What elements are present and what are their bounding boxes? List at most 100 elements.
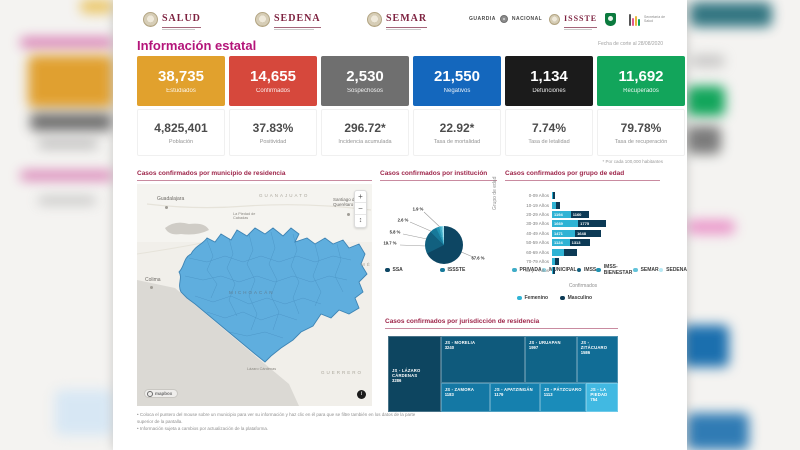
- age-legend-item-masculino: Masculino: [560, 295, 592, 301]
- secondary-stat-value: 296.72*: [344, 121, 385, 135]
- backdrop-blob: [55, 390, 113, 435]
- zoom-out-button[interactable]: −: [355, 203, 366, 215]
- treemap-top-row: JS - MORELIA3240JS - URUAPAN1997JS - ZIT…: [441, 336, 618, 383]
- map-info-button[interactable]: i: [357, 390, 366, 399]
- secondary-stat-value: 4,825,401: [154, 121, 207, 135]
- secondary-stats-row: 4,825,401Población37.83%Positividad296.7…: [137, 109, 685, 156]
- cutoff-date-note: Fecha de corte al 28/08/2020: [598, 41, 663, 47]
- age-category-label: 30-39 Años: [505, 221, 552, 226]
- zoom-in-button[interactable]: +: [355, 191, 366, 203]
- pie-slice-label: 67.6 %: [471, 256, 484, 261]
- secondary-stat-card: 79.78%Tasa de recuperación: [597, 109, 685, 156]
- kpi-value: 1,134: [530, 68, 568, 85]
- secondary-stat-label: Incidencia acumulada: [338, 139, 391, 145]
- age-category-label: 0-09 Años: [505, 193, 552, 198]
- age-bar-masculino[interactable]: 1775: [578, 220, 606, 227]
- sedena-logo-text: SEDENA: [274, 13, 321, 24]
- age-bar-masculino[interactable]: [553, 267, 555, 274]
- guardia-text: GUARDIA: [469, 16, 496, 22]
- treemap-tile-name: JS - ZITÁCUARO: [581, 340, 615, 350]
- backdrop-blob: [687, 86, 725, 116]
- age-section-title: Casos confirmados por grupo de edad: [505, 170, 660, 181]
- age-category-label: 40-49 Años: [505, 231, 552, 236]
- age-bar-value: 1648: [575, 231, 586, 236]
- legend-label: SSA: [393, 267, 403, 273]
- age-legend-item-femenino: Femenino: [517, 295, 548, 301]
- semar-logo: SEMAR: [367, 4, 427, 34]
- age-bar-masculino[interactable]: 1313: [570, 239, 591, 246]
- backdrop-blob: [683, 325, 729, 367]
- municipality-map[interactable]: GuadalajaraGUANAJUATOSantiago de Queréta…: [137, 184, 372, 406]
- age-row: 70-79 Años: [505, 257, 683, 266]
- kpi-label: Recuperados: [623, 88, 659, 94]
- age-category-label: 70-79 Años: [505, 259, 552, 264]
- map-label-la-piedad-de-cabadas: La Piedad de Cabadas: [233, 212, 263, 221]
- legend-item-issste: ISSSTE: [440, 264, 512, 276]
- pie-slice-label: 2.6 %: [398, 218, 409, 223]
- kpi-value: 2,530: [346, 68, 384, 85]
- semar-logo-text: SEMAR: [386, 13, 427, 24]
- age-bar-value: 1160: [571, 212, 582, 217]
- imss-logo: [605, 4, 616, 34]
- backdrop-blob: [80, 0, 113, 13]
- secondary-stat-label: Positividad: [260, 139, 287, 145]
- kpi-card: 38,735Estudiados: [137, 56, 225, 106]
- nacional-text: NACIONAL: [512, 16, 542, 22]
- imss-shield-icon: [605, 13, 616, 26]
- age-row: 80 y + Años: [505, 266, 683, 275]
- secondary-stat-value: 22.92*: [440, 121, 475, 135]
- legend-label: ISSSTE: [448, 267, 466, 273]
- age-bar-masculino[interactable]: [555, 258, 559, 265]
- treemap-tile-name: JS - LÁZARO CÁRDENAS: [392, 368, 438, 378]
- sedena-logo: SEDENA: [255, 4, 321, 34]
- treemap-tile-js-p-tzcuaro[interactable]: JS - PÁTZCUARO1113: [540, 383, 587, 412]
- treemap-tile-value: 3286: [392, 378, 438, 383]
- guardia-nacional-emblem-icon: [500, 15, 508, 23]
- secondary-stat-card: 4,825,401Población: [137, 109, 225, 156]
- treemap-tile-js-l-zaro-c-rdenas[interactable]: JS - LÁZARO CÁRDENAS3286: [388, 336, 441, 412]
- secondary-stat-label: Tasa de letalidad: [528, 139, 569, 145]
- age-bar-value: 1194: [552, 212, 563, 217]
- age-bar-masculino[interactable]: 1648: [575, 230, 601, 237]
- treemap-tile-js-zamora[interactable]: JS - ZAMORA1183: [441, 383, 491, 412]
- compass-button[interactable]: ↕: [355, 215, 366, 227]
- age-category-label: 80 y + Años: [505, 268, 552, 273]
- age-category-label: 20-29 Años: [505, 212, 552, 217]
- age-bar-masculino[interactable]: [564, 249, 577, 256]
- semar-seal-icon: [367, 12, 382, 27]
- age-row: 20-29 Años1194 1160: [505, 210, 683, 219]
- map-label-guadalajara: Guadalajara: [157, 196, 184, 202]
- age-bar-masculino[interactable]: [553, 192, 554, 199]
- age-category-label: 50-59 Años: [505, 240, 552, 245]
- issste-logo-lines: [564, 27, 597, 30]
- age-bar-femenino[interactable]: 1124: [552, 239, 570, 246]
- treemap-tile-js-uruapan[interactable]: JS - URUAPAN1997: [525, 336, 577, 383]
- map-city-dot: [165, 206, 168, 209]
- mapbox-attribution[interactable]: mapbox: [144, 389, 178, 398]
- age-bars: [552, 258, 559, 265]
- treemap-tile-js-la-piedad[interactable]: JS - LA PIEDAD754: [586, 383, 618, 412]
- age-row: 30-39 Años16691775: [505, 219, 683, 228]
- secretaria-salud-mark-icon: [629, 12, 640, 26]
- age-bar-masculino[interactable]: 1160: [571, 211, 589, 218]
- pie-slice-label: 19.7 %: [383, 241, 396, 246]
- age-bar-femenino[interactable]: 1194: [552, 211, 571, 218]
- backdrop-blob: [38, 140, 98, 148]
- map-footnotes: Coloca el puntero del mouse sobre un mun…: [137, 412, 423, 432]
- gov-logo-strip: SALUD SEDENA SEMAR GUARDIA: [137, 4, 663, 34]
- age-bar-femenino[interactable]: 1471: [552, 230, 575, 237]
- jurisdiction-section-title: Casos confirmados por jurisdicción de re…: [385, 318, 618, 329]
- treemap-tile-js-morelia[interactable]: JS - MORELIA3240: [441, 336, 525, 383]
- map-zoom-controls: + − ↕: [354, 190, 367, 228]
- treemap-tile-js-zit-cuaro[interactable]: JS - ZITÁCUARO1586: [577, 336, 618, 383]
- treemap-tile-value: 1183: [445, 392, 488, 397]
- age-bar-femenino[interactable]: 1669: [552, 220, 578, 227]
- institution-pie-chart[interactable]: [425, 226, 463, 264]
- map-label-l-zaro-c-rdenas: Lázaro Cárdenas: [247, 367, 277, 371]
- secondary-stat-card: 22.92*Tasa de mortalidad: [413, 109, 501, 156]
- age-bar-masculino[interactable]: [556, 202, 560, 209]
- map-label-colima: Colima: [145, 277, 161, 283]
- treemap-tile-js-apatzing-n[interactable]: JS - APATZINGÁN1179: [490, 383, 539, 412]
- age-bar-femenino[interactable]: [552, 249, 564, 256]
- age-bar-value: 1471: [552, 231, 563, 236]
